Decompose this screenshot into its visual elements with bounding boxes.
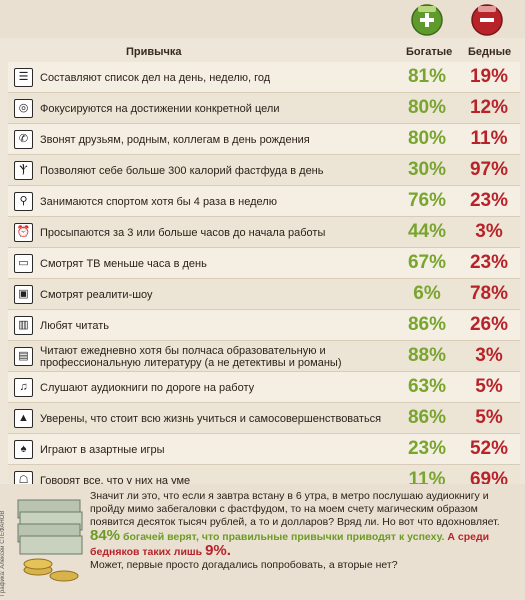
- rich-percent: 86%: [407, 314, 447, 335]
- habit-text: Играют в азартные игры: [40, 444, 165, 456]
- habit-text: Звонят друзьям, родным, коллегам в день …: [40, 134, 310, 146]
- rich-percent: 44%: [407, 221, 447, 242]
- poor-believe-percent: 9%.: [205, 542, 231, 559]
- table-header: Привычка Богатые Бедные: [8, 42, 520, 62]
- phone-icon: ✆: [14, 130, 33, 149]
- table-row: ▭ Смотрят ТВ меньше часа в день 67% 23%: [8, 248, 520, 279]
- fork-icon: Ⲯ: [14, 161, 33, 180]
- open-book-icon: ▤: [14, 347, 33, 366]
- table-row: ✆ Звонят друзьям, родным, коллегам в день…: [8, 124, 520, 155]
- poor-percent: 23%: [469, 190, 509, 211]
- habit-text: Смотрят ТВ меньше часа в день: [40, 258, 207, 270]
- rich-percent: 30%: [407, 159, 447, 180]
- habit-text: Смотрят реалити-шоу: [40, 289, 153, 301]
- table-row: ♫ Слушают аудиокниги по дороге на работу 6…: [8, 372, 520, 403]
- target-icon: ◎: [14, 99, 33, 118]
- footer-paragraph-2: Может, первые просто догадались попробов…: [90, 559, 398, 571]
- rich-believe-percent: 84%: [90, 527, 121, 544]
- book-icon: ▥: [14, 316, 33, 335]
- poor-percent: 52%: [469, 438, 509, 459]
- poor-percent: 3%: [475, 221, 503, 242]
- top-bar: [0, 0, 525, 38]
- habit-text: Любят читать: [40, 320, 110, 332]
- poor-percent: 23%: [469, 252, 509, 273]
- habit-text: Читают ежедневно хотя бы полчаса образов…: [40, 345, 342, 369]
- rich-percent: 80%: [407, 128, 447, 149]
- poor-percent: 78%: [469, 283, 509, 304]
- reality-tv-icon: ▣: [14, 285, 33, 304]
- poor-percent: 12%: [469, 97, 509, 118]
- table-row: ◎ Фокусируются на достижении конкретной ц…: [8, 93, 520, 124]
- rich-percent: 6%: [413, 283, 441, 304]
- table-row: ♠ Играют в азартные игры 23% 52%: [8, 434, 520, 465]
- tv-icon: ▭: [14, 254, 33, 273]
- habit-text: Слушают аудиокниги по дороге на работу: [40, 382, 255, 394]
- minus-wallet-icon: [471, 4, 503, 36]
- rich-percent: 67%: [407, 252, 447, 273]
- table-row: ▤ Читают ежедневно хотя бы полчаса образо…: [8, 341, 520, 372]
- habit-column-header: Привычка: [126, 46, 182, 58]
- habit-text: Уверены, что стоит всю жизнь учиться и с…: [40, 413, 382, 425]
- table-row: ▣ Смотрят реалити-шоу 6% 78%: [8, 279, 520, 310]
- table-row: ⏰ Просыпаются за 3 или больше часов до на…: [8, 217, 520, 248]
- poor-percent: 97%: [469, 159, 509, 180]
- rich-percent: 88%: [407, 345, 447, 366]
- habit-text: Составляют список дел на день, неделю, г…: [40, 72, 271, 84]
- graphics-credit: Графика: Алексей СТЕФАНОВ: [0, 510, 6, 596]
- poor-percent: 5%: [475, 376, 503, 397]
- rich-percent: 80%: [407, 97, 447, 118]
- habit-text: Занимаются спортом хотя бы 4 раза в неде…: [40, 196, 277, 208]
- habits-table: ☰ Составляют список дел на день, неделю, …: [8, 62, 520, 496]
- poor-percent: 5%: [475, 407, 503, 428]
- rich-believe-text: богачей верят, что правильные привычки п…: [122, 531, 445, 543]
- footer-panel: Значит ли это, что если я завтра встану …: [0, 484, 525, 600]
- rich-percent: 76%: [407, 190, 447, 211]
- headphones-icon: ♫: [14, 378, 33, 397]
- footer-paragraph-1: Значит ли это, что если я завтра встану …: [90, 490, 500, 528]
- money-stack-icon: [17, 499, 83, 582]
- table-row: Ⲯ Позволяют себе больше 300 калорий фастф…: [8, 155, 520, 186]
- poor-percent: 11%: [470, 128, 508, 149]
- rich-percent: 86%: [407, 407, 447, 428]
- habit-text: Просыпаются за 3 или больше часов до нач…: [40, 227, 326, 239]
- rich-percent: 23%: [407, 438, 447, 459]
- poor-believe-text: А среди бедняков таких лишь: [90, 531, 490, 558]
- poor-column-header: Бедные: [468, 46, 512, 58]
- poor-percent: 26%: [469, 314, 509, 335]
- poor-percent: 19%: [469, 66, 509, 87]
- rich-column-header: Богатые: [406, 46, 453, 58]
- rich-percent: 81%: [407, 66, 447, 87]
- table-row: ☰ Составляют список дел на день, неделю, …: [8, 62, 520, 93]
- table-row: ⚲ Занимаются спортом хотя бы 4 раза в нед…: [8, 186, 520, 217]
- rich-percent: 63%: [407, 376, 447, 397]
- playing-card-icon: ♠: [14, 440, 33, 459]
- plus-wallet-icon: [411, 4, 443, 36]
- table-row: ▲ Уверены, что стоит всю жизнь учиться и …: [8, 403, 520, 434]
- poor-percent: 3%: [475, 345, 503, 366]
- footer-text: Значит ли это, что если я завтра встану …: [90, 490, 510, 572]
- graduation-cap-icon: ▲: [14, 409, 33, 428]
- habit-text: Фокусируются на достижении конкретной це…: [40, 103, 280, 115]
- runner-icon: ⚲: [14, 192, 33, 211]
- habit-text: Позволяют себе больше 300 калорий фастфу…: [40, 165, 324, 177]
- table-row: ▥ Любят читать 86% 26%: [8, 310, 520, 341]
- alarm-clock-icon: ⏰: [14, 223, 33, 242]
- list-icon: ☰: [14, 68, 33, 87]
